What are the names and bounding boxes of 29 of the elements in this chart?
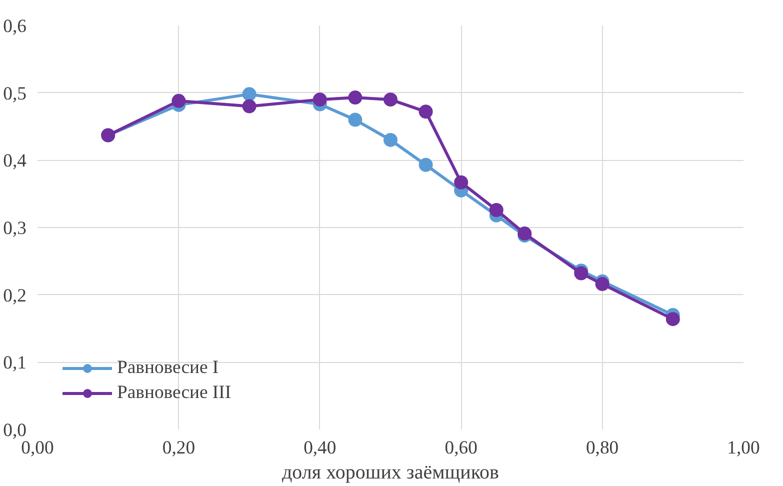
point bbox=[242, 99, 256, 114]
x-tick-label: 0,80 bbox=[586, 438, 619, 458]
point bbox=[574, 266, 588, 280]
point bbox=[418, 158, 433, 172]
x-tick-label: 0,40 bbox=[304, 438, 336, 458]
point bbox=[489, 203, 504, 217]
point bbox=[454, 175, 468, 190]
x-tick-label: 0,60 bbox=[444, 438, 478, 458]
point bbox=[348, 90, 362, 105]
x-axis-title: доля хороших заёмщиков bbox=[282, 462, 500, 484]
legend-label: Равновесие I bbox=[117, 357, 219, 379]
y-tick-label: 0,4 bbox=[3, 150, 28, 172]
point bbox=[312, 92, 327, 107]
y-tick-label: 0,3 bbox=[3, 218, 27, 239]
point bbox=[666, 312, 680, 326]
point bbox=[418, 104, 433, 119]
point bbox=[348, 112, 362, 127]
point bbox=[595, 277, 610, 292]
x-tick-label: 1,00 bbox=[727, 438, 760, 458]
point bbox=[172, 94, 186, 108]
x-tick-label: 0,20 bbox=[162, 438, 196, 458]
point bbox=[242, 87, 256, 102]
y-tick-label: 0,5 bbox=[3, 83, 27, 104]
y-tick-label: 0,2 bbox=[3, 285, 27, 306]
legend-label: Равновесие III bbox=[117, 382, 232, 404]
point bbox=[384, 92, 398, 107]
y-tick-label: 0,6 bbox=[3, 16, 27, 37]
y-tick-label: 0,1 bbox=[3, 352, 27, 374]
point bbox=[384, 132, 398, 147]
